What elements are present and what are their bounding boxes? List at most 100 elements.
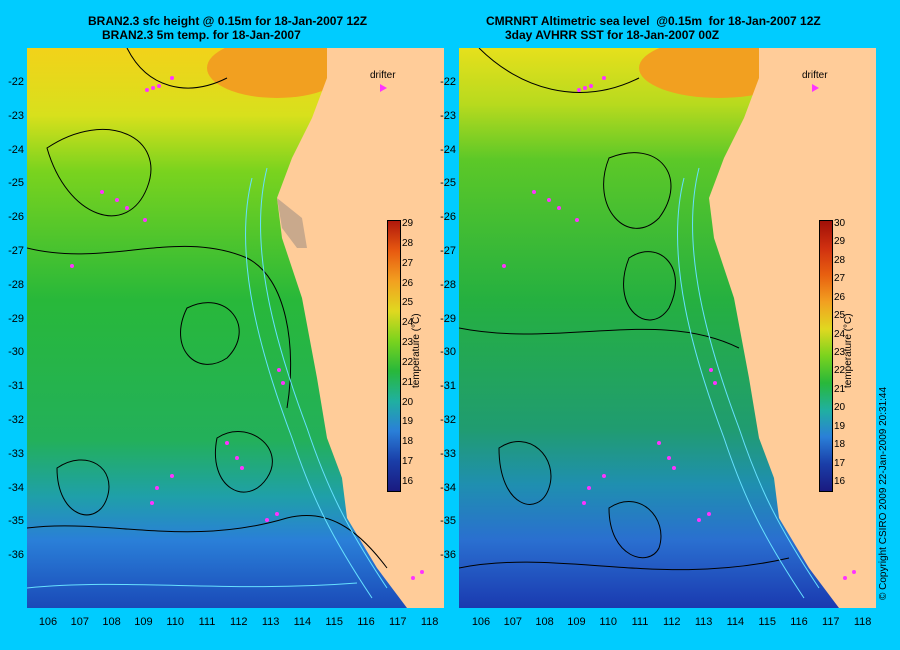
colorbar-tick-label: 28 — [834, 254, 846, 266]
latitude-tick-label: -27 — [8, 245, 24, 257]
latitude-tick-label: -34 — [440, 481, 456, 494]
longitude-tick-label: 111 — [631, 616, 649, 628]
right-map-panel — [459, 48, 876, 608]
longitude-tick-label: 118 — [420, 616, 439, 628]
longitude-tick-label: 108 — [535, 616, 554, 628]
longitude-tick-label: 112 — [230, 616, 248, 628]
longitude-tick-label: 111 — [198, 616, 216, 628]
latitude-tick-label: -30 — [440, 346, 456, 359]
colorbar-tick-label: 27 — [834, 273, 846, 285]
right-map-svg — [459, 48, 876, 608]
latitude-tick-label: -32 — [8, 414, 24, 426]
latitude-tick-label: -22 — [8, 76, 24, 88]
latitude-tick-label: -31 — [440, 380, 456, 393]
latitude-tick-label: -26 — [8, 211, 24, 224]
colorbar-tick-label: 26 — [402, 277, 414, 289]
right-title-line2: 3day AVHRR SST for 18-Jan-2007 00Z — [505, 28, 720, 42]
latitude-tick-label: -33 — [8, 447, 24, 460]
colorbar-tick-label: 25 — [402, 297, 414, 309]
coastal-islands — [277, 198, 307, 248]
latitude-tick-label: -29 — [440, 312, 456, 325]
longitude-tick-label: 110 — [599, 616, 617, 628]
longitude-tick-label: 116 — [357, 616, 375, 628]
latitude-tick-label: -28 — [8, 278, 24, 291]
longitude-tick-label: 115 — [325, 616, 343, 628]
left-map-svg — [27, 48, 444, 608]
colorbar-tick-label: 25 — [834, 310, 846, 322]
colorbar-tick-label: 17 — [402, 456, 414, 468]
colorbar-tick-label: 29 — [834, 236, 846, 248]
longitude-tick-label: 107 — [70, 616, 89, 628]
colorbar-tick-label: 17 — [834, 457, 846, 469]
colorbar-tick-label: 21 — [402, 376, 414, 388]
colorbar-tick-label: 20 — [834, 402, 846, 414]
left-colorbar — [387, 220, 401, 492]
longitude-tick-label: 109 — [134, 616, 153, 628]
latitude-tick-label: -35 — [440, 515, 456, 528]
latitude-tick-label: -22 — [440, 76, 456, 88]
left-map-panel — [27, 48, 444, 608]
longitude-tick-label: 118 — [853, 616, 872, 628]
longitude-tick-label: 114 — [726, 616, 745, 628]
longitude-tick-label: 117 — [822, 616, 840, 628]
land-mass — [277, 48, 444, 608]
colorbar-tick-label: 27 — [402, 257, 414, 269]
colorbar-tick-label: 21 — [834, 383, 846, 395]
latitude-tick-label: -24 — [8, 143, 24, 156]
left-colorbar-title: temperature (°C) — [411, 313, 422, 388]
colorbar-tick-label: 18 — [834, 439, 846, 451]
colorbar-tick-label: 23 — [834, 347, 846, 358]
latitude-tick-label: -23 — [8, 109, 24, 122]
latitude-tick-label: -23 — [440, 109, 456, 122]
warm-anomaly — [207, 48, 347, 98]
drifter-tracks — [502, 76, 856, 580]
longitude-tick-label: 114 — [293, 616, 312, 628]
right-title-line1: CMRNRT Altimetric sea level @0.15m for 1… — [486, 14, 821, 28]
right-drifter-label: drifter — [802, 70, 828, 81]
right-colorbar-title: temperature (°C) — [843, 313, 854, 388]
latitude-tick-label: -34 — [8, 481, 24, 494]
longitude-tick-label: 117 — [389, 616, 407, 628]
longitude-tick-label: 109 — [567, 616, 586, 628]
left-title-line1: BRAN2.3 sfc height @ 0.15m for 18-Jan-20… — [88, 14, 368, 28]
colorbar-tick-label: 24 — [402, 317, 414, 329]
colorbar-tick-label: 19 — [834, 420, 846, 432]
colorbar-tick-label: 30 — [834, 218, 846, 229]
longitude-tick-label: 115 — [758, 616, 776, 628]
copyright-text: © Copyright CSIRO 2009 22-Jan-2009 20:31… — [878, 386, 889, 600]
longitude-tick-label: 112 — [663, 616, 681, 628]
colorbar-tick-label: 22 — [402, 356, 414, 368]
latitude-tick-label: -35 — [8, 515, 24, 528]
latitude-tick-label: -26 — [440, 211, 456, 224]
colorbar-tick-label: 20 — [402, 396, 414, 408]
drifter-tracks — [70, 76, 424, 580]
latitude-tick-label: -33 — [440, 447, 456, 460]
right-colorbar — [819, 220, 833, 492]
colorbar-tick-label: 24 — [834, 328, 846, 340]
longitude-tick-label: 116 — [790, 616, 808, 628]
longitude-tick-label: 110 — [166, 616, 184, 628]
latitude-tick-label: -25 — [440, 177, 456, 190]
sea-level-contours — [459, 48, 790, 571]
colorbar-tick-label: 16 — [402, 476, 414, 487]
colorbar-tick-label: 29 — [402, 218, 414, 229]
colorbar-tick-label: 23 — [402, 337, 414, 349]
longitude-tick-label: 113 — [261, 616, 280, 628]
land-mass — [709, 48, 876, 608]
colorbar-tick-label: 26 — [834, 291, 846, 303]
colorbar-tick-label: 19 — [402, 416, 414, 428]
colorbar-tick-label: 18 — [402, 436, 414, 448]
latitude-tick-label: -24 — [440, 143, 456, 156]
left-drifter-label: drifter — [370, 70, 396, 81]
longitude-tick-label: 106 — [38, 616, 58, 628]
latitude-tick-label: -36 — [8, 549, 24, 562]
latitude-tick-label: -28 — [440, 278, 456, 291]
colorbar-tick-label: 28 — [402, 237, 414, 249]
left-title-line2: BRAN2.3 5m temp. for 18-Jan-2007 — [102, 28, 301, 42]
latitude-tick-label: -25 — [8, 177, 24, 190]
latitude-tick-label: -30 — [8, 346, 24, 359]
latitude-tick-label: -27 — [440, 245, 456, 257]
longitude-tick-label: 107 — [503, 616, 522, 628]
latitude-tick-label: -32 — [440, 414, 456, 426]
longitude-tick-label: 113 — [694, 616, 713, 628]
